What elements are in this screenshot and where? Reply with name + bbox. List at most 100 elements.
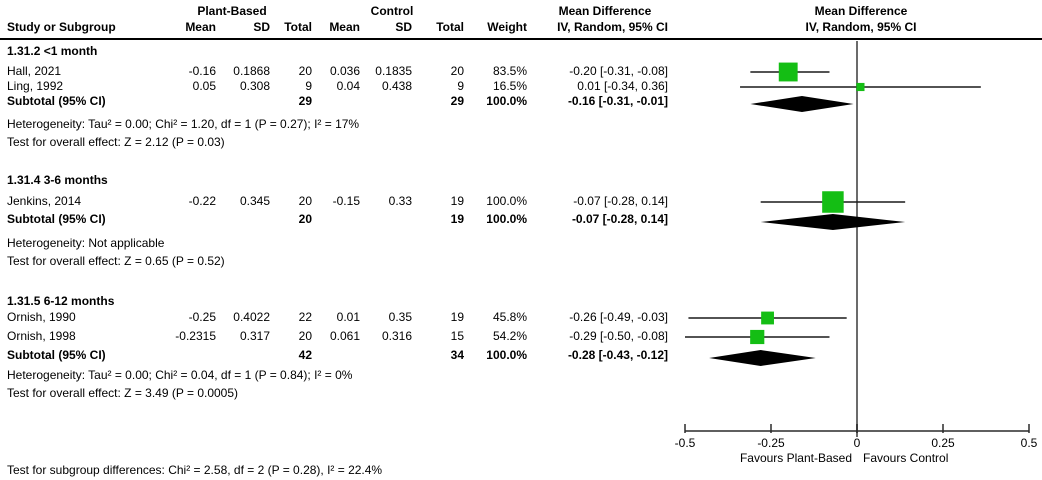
subgroup-title: 1.31.2 <1 month bbox=[7, 44, 98, 58]
effect-title: Mean Difference bbox=[558, 4, 652, 18]
overall-effect-text: Test for overall effect: Z = 0.65 (P = 0… bbox=[7, 254, 225, 268]
study-stat: 0.4022 bbox=[233, 310, 270, 324]
axis-tick-label: 0.5 bbox=[1020, 436, 1038, 450]
subtotal-diamond bbox=[750, 96, 854, 112]
study-ci-text: -0.20 [-0.31, -0.08] bbox=[569, 64, 668, 78]
study-stat: 100.0% bbox=[486, 194, 527, 208]
ctrl-group-header: Control bbox=[370, 4, 414, 18]
header-rule bbox=[0, 38, 1042, 40]
study-name: Jenkins, 2014 bbox=[7, 194, 82, 208]
study-stat: 0.05 bbox=[192, 79, 216, 93]
study-col-header: Study or Subgroup bbox=[7, 20, 116, 34]
plot-title: Mean Difference bbox=[814, 4, 908, 18]
subgroup-difference-test: Test for subgroup differences: Chi² = 2.… bbox=[7, 463, 383, 477]
subtotal-weight: 100.0% bbox=[486, 94, 527, 108]
subtotal-total-exp: 20 bbox=[298, 212, 312, 226]
axis-tick-label: -0.5 bbox=[674, 436, 696, 450]
axis-tick-label: 0 bbox=[853, 436, 861, 450]
study-stat: 22 bbox=[298, 310, 312, 324]
study-stat: 20 bbox=[298, 194, 312, 208]
study-stat: -0.2315 bbox=[175, 329, 216, 343]
study-stat: 0.33 bbox=[388, 194, 412, 208]
subtotal-ci-text: -0.07 [-0.28, 0.14] bbox=[571, 212, 668, 226]
subtotal-ci-text: -0.28 [-0.43, -0.12] bbox=[567, 348, 668, 362]
study-stat: 0.35 bbox=[388, 310, 412, 324]
study-stat: 0.317 bbox=[239, 329, 270, 343]
study-ci-text: -0.26 [-0.49, -0.03] bbox=[569, 310, 668, 324]
subtotal-label: Subtotal (95% CI) bbox=[7, 212, 106, 226]
subgroup-title: 1.31.5 6-12 months bbox=[7, 294, 115, 308]
study-stat: -0.22 bbox=[188, 194, 216, 208]
study-stat: 9 bbox=[305, 79, 312, 93]
exp-group-header: Plant-Based bbox=[197, 4, 267, 18]
study-ci-text: 0.01 [-0.34, 0.36] bbox=[577, 79, 668, 93]
study-stat: 0.345 bbox=[239, 194, 270, 208]
subtotal-ci-text: -0.16 [-0.31, -0.01] bbox=[567, 94, 668, 108]
study-stat: 45.8% bbox=[492, 310, 527, 324]
subtotal-total-ctrl: 34 bbox=[450, 348, 464, 362]
study-stat: 19 bbox=[450, 194, 464, 208]
subtotal-label: Subtotal (95% CI) bbox=[7, 348, 106, 362]
study-name: Ornish, 1998 bbox=[7, 329, 76, 343]
axis-tick-label: 0.25 bbox=[931, 436, 955, 450]
col-header-total-5: Total bbox=[436, 20, 464, 34]
study-stat: 0.04 bbox=[336, 79, 360, 93]
heterogeneity-text: Heterogeneity: Not applicable bbox=[7, 236, 165, 250]
favours-left-label: Favours Plant-Based bbox=[739, 451, 852, 465]
subtotal-diamond bbox=[760, 214, 906, 230]
study-name: Ling, 1992 bbox=[7, 79, 64, 93]
subgroup-title: 1.31.4 3-6 months bbox=[7, 173, 108, 187]
study-square-marker bbox=[822, 191, 844, 213]
subtotal-total-ctrl: 19 bbox=[450, 212, 464, 226]
subtotal-total-exp: 42 bbox=[298, 348, 312, 362]
study-stat: 0.316 bbox=[381, 329, 412, 343]
plot-subtitle: IV, Random, 95% CI bbox=[805, 20, 917, 34]
subtotal-weight: 100.0% bbox=[486, 212, 527, 226]
study-stat: -0.16 bbox=[188, 64, 216, 78]
study-stat: 9 bbox=[457, 79, 464, 93]
col-header-mean-3: Mean bbox=[329, 20, 360, 34]
study-name: Ornish, 1990 bbox=[7, 310, 76, 324]
study-ci-text: -0.29 [-0.50, -0.08] bbox=[569, 329, 668, 343]
subtotal-total-exp: 29 bbox=[298, 94, 312, 108]
study-stat: 20 bbox=[298, 64, 312, 78]
study-stat: 19 bbox=[450, 310, 464, 324]
overall-effect-text: Test for overall effect: Z = 2.12 (P = 0… bbox=[7, 135, 225, 149]
study-stat: -0.15 bbox=[332, 194, 360, 208]
study-stat: 0.438 bbox=[381, 79, 412, 93]
study-square-marker bbox=[761, 311, 774, 325]
subtotal-weight: 100.0% bbox=[486, 348, 527, 362]
study-square-marker bbox=[856, 82, 865, 92]
study-stat: 0.036 bbox=[329, 64, 360, 78]
study-stat: 0.1868 bbox=[233, 64, 270, 78]
study-stat: -0.25 bbox=[188, 310, 216, 324]
heterogeneity-text: Heterogeneity: Tau² = 0.00; Chi² = 1.20,… bbox=[7, 117, 360, 131]
subtotal-diamond bbox=[709, 350, 816, 366]
study-stat: 0.01 bbox=[336, 310, 360, 324]
study-stat: 0.308 bbox=[239, 79, 270, 93]
study-stat: 20 bbox=[298, 329, 312, 343]
study-stat: 83.5% bbox=[492, 64, 527, 78]
effect-subtitle: IV, Random, 95% CI bbox=[557, 20, 668, 34]
subtotal-total-ctrl: 29 bbox=[450, 94, 464, 108]
study-stat: 54.2% bbox=[492, 329, 527, 343]
subtotal-label: Subtotal (95% CI) bbox=[7, 94, 106, 108]
col-header-mean-0: Mean bbox=[185, 20, 216, 34]
study-ci-text: -0.07 [-0.28, 0.14] bbox=[573, 194, 668, 208]
favours-right-label: Favours Control bbox=[863, 451, 949, 465]
study-square-marker bbox=[778, 62, 798, 82]
axis-tick-label: -0.25 bbox=[757, 436, 785, 450]
study-square-marker bbox=[750, 329, 765, 345]
heterogeneity-text: Heterogeneity: Tau² = 0.00; Chi² = 0.04,… bbox=[7, 368, 353, 382]
overall-effect-text: Test for overall effect: Z = 3.49 (P = 0… bbox=[7, 386, 239, 400]
col-header-weight-6: Weight bbox=[487, 20, 527, 34]
col-header-sd-1: SD bbox=[253, 20, 270, 34]
study-stat: 16.5% bbox=[492, 79, 527, 93]
col-header-sd-4: SD bbox=[395, 20, 412, 34]
study-stat: 20 bbox=[450, 64, 464, 78]
col-header-total-2: Total bbox=[284, 20, 312, 34]
study-stat: 0.061 bbox=[329, 329, 360, 343]
study-stat: 15 bbox=[450, 329, 464, 343]
